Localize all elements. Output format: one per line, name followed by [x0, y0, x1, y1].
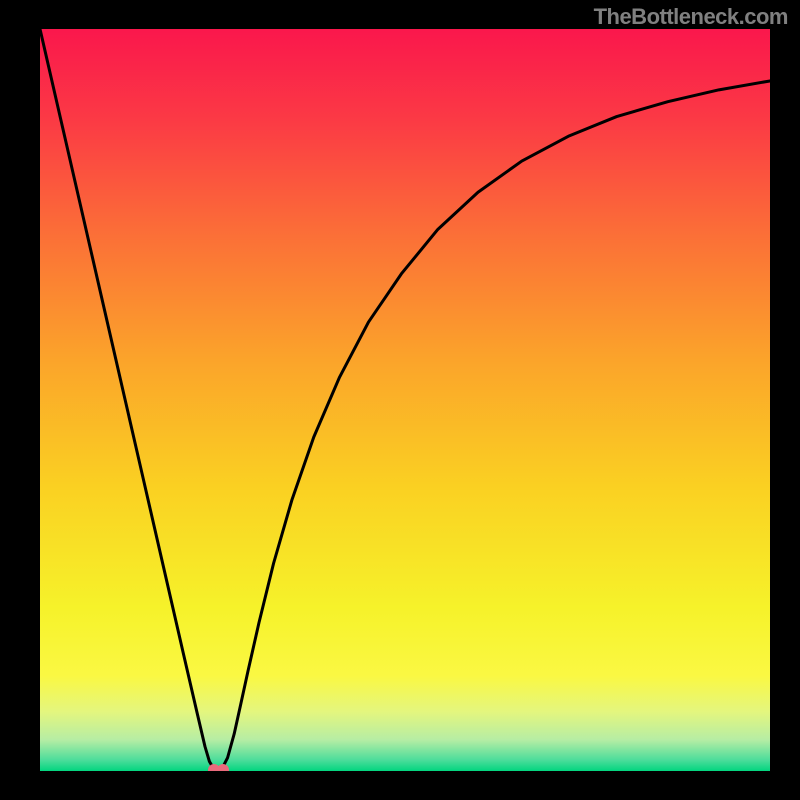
watermark-text: TheBottleneck.com: [594, 4, 788, 30]
plot-area: [40, 29, 770, 771]
bottleneck-curve: [40, 29, 770, 771]
chart-container: TheBottleneck.com: [0, 0, 800, 800]
data-marker: [217, 764, 229, 771]
curve-svg: [40, 29, 770, 771]
